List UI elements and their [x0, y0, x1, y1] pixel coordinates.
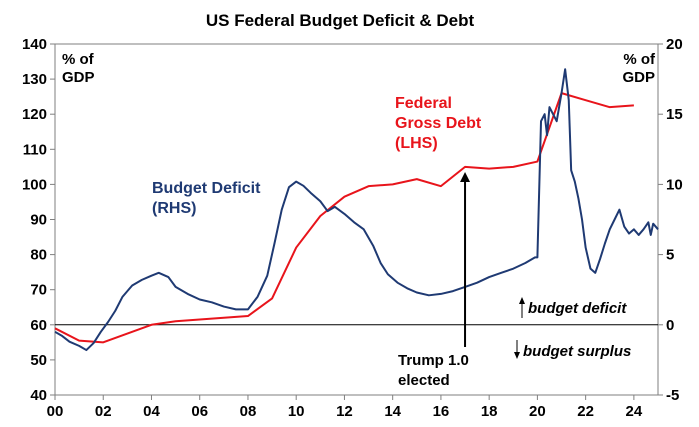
right-axis-unit-line2: GDP: [622, 69, 655, 86]
x-tick-label: 20: [529, 403, 546, 420]
right-tick-label: 20: [666, 36, 683, 53]
left-tick-label: 130: [22, 71, 47, 88]
x-tick-label: 02: [95, 403, 112, 420]
left-tick-label: 100: [22, 176, 47, 193]
x-tick-label: 14: [384, 403, 401, 420]
down-arrow-icon: [514, 340, 520, 359]
budget-surplus-note: budget surplus: [523, 343, 631, 360]
chart-title: US Federal Budget Deficit & Debt: [206, 11, 475, 30]
deficit-series-line: [54, 68, 659, 352]
x-tick-label: 24: [626, 403, 643, 420]
left-axis-unit-line2: GDP: [62, 69, 95, 86]
x-tick-label: 08: [240, 403, 257, 420]
x-tick-label: 00: [47, 403, 64, 420]
left-tick-label: 70: [30, 282, 47, 299]
left-axis-unit-line1: % of: [62, 51, 95, 68]
trump-label-line2: elected: [398, 372, 450, 389]
x-tick-label: 12: [336, 403, 353, 420]
left-tick-label: 120: [22, 106, 47, 123]
debt-series-line: [54, 92, 634, 344]
x-tick-label: 10: [288, 403, 305, 420]
x-tick-label: 16: [433, 403, 450, 420]
budget-deficit-note: budget deficit: [528, 300, 627, 317]
left-tick-label: 60: [30, 317, 47, 334]
debt-series-label-line3: (LHS): [395, 135, 438, 152]
right-tick-label: 0: [666, 317, 674, 334]
x-axis: 00 02 04 06 08 10 12 14 16 18 20 22 24: [47, 395, 643, 420]
right-tick-label: 10: [666, 176, 683, 193]
trump-arrow-head: [460, 172, 471, 182]
right-tick-label: 15: [666, 106, 683, 123]
left-tick-label: 140: [22, 36, 47, 53]
right-tick-label: 5: [666, 247, 674, 264]
right-axis-unit-line1: % of: [623, 51, 656, 68]
left-tick-label: 90: [30, 212, 47, 229]
deficit-series-label-line2: (RHS): [152, 200, 196, 217]
deficit-series-label-line1: Budget Deficit: [152, 180, 261, 197]
left-tick-label: 50: [30, 352, 47, 369]
right-tick-label: -5: [666, 387, 679, 404]
x-tick-label: 06: [191, 403, 208, 420]
debt-series-label-line1: Federal: [395, 95, 452, 112]
left-tick-label: 40: [30, 387, 47, 404]
left-tick-label: 110: [23, 141, 47, 158]
x-tick-label: 22: [577, 403, 594, 420]
left-tick-label: 80: [30, 247, 47, 264]
debt-series-label-line2: Gross Debt: [395, 115, 482, 132]
x-tick-label: 04: [143, 403, 160, 420]
x-tick-label: 18: [481, 403, 498, 420]
left-axis: 40 50 60 70 80 90 100 110 120 130 140: [22, 36, 55, 404]
trump-label-line1: Trump 1.0: [398, 352, 469, 369]
right-axis: -5 0 5 10 15 20: [658, 36, 683, 404]
up-arrow-icon: [519, 297, 525, 318]
